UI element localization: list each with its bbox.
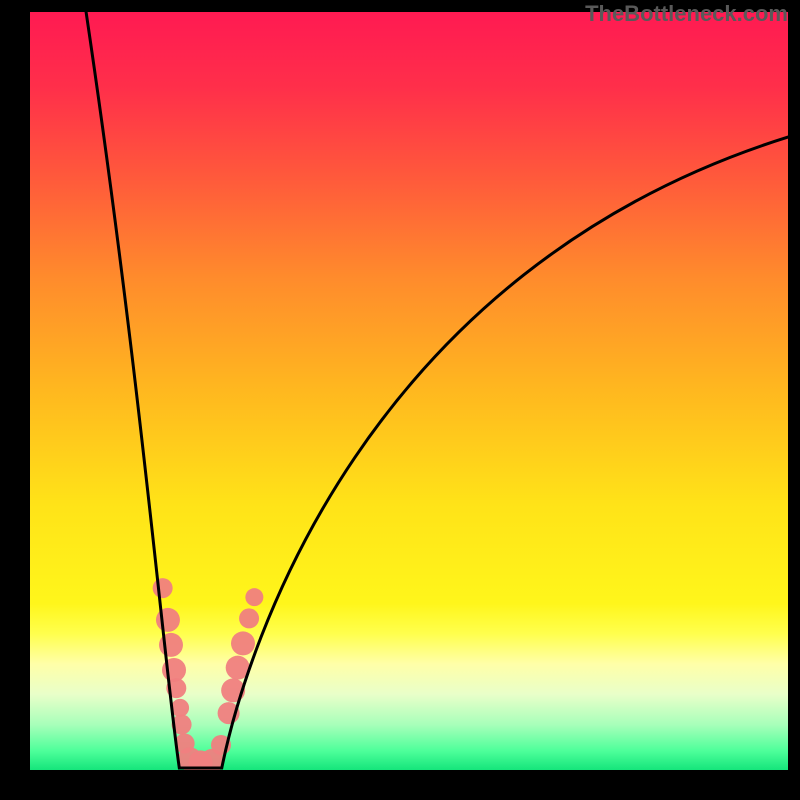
marker-dot — [245, 588, 263, 606]
watermark-text: TheBottleneck.com — [585, 1, 788, 27]
marker-dot — [153, 578, 173, 598]
chart-frame: TheBottleneck.com — [0, 0, 800, 800]
plot-area — [30, 12, 788, 770]
marker-dot — [231, 631, 255, 655]
bottleneck-curve — [30, 12, 788, 770]
v-curve-path — [82, 12, 788, 768]
marker-dot — [239, 608, 259, 628]
